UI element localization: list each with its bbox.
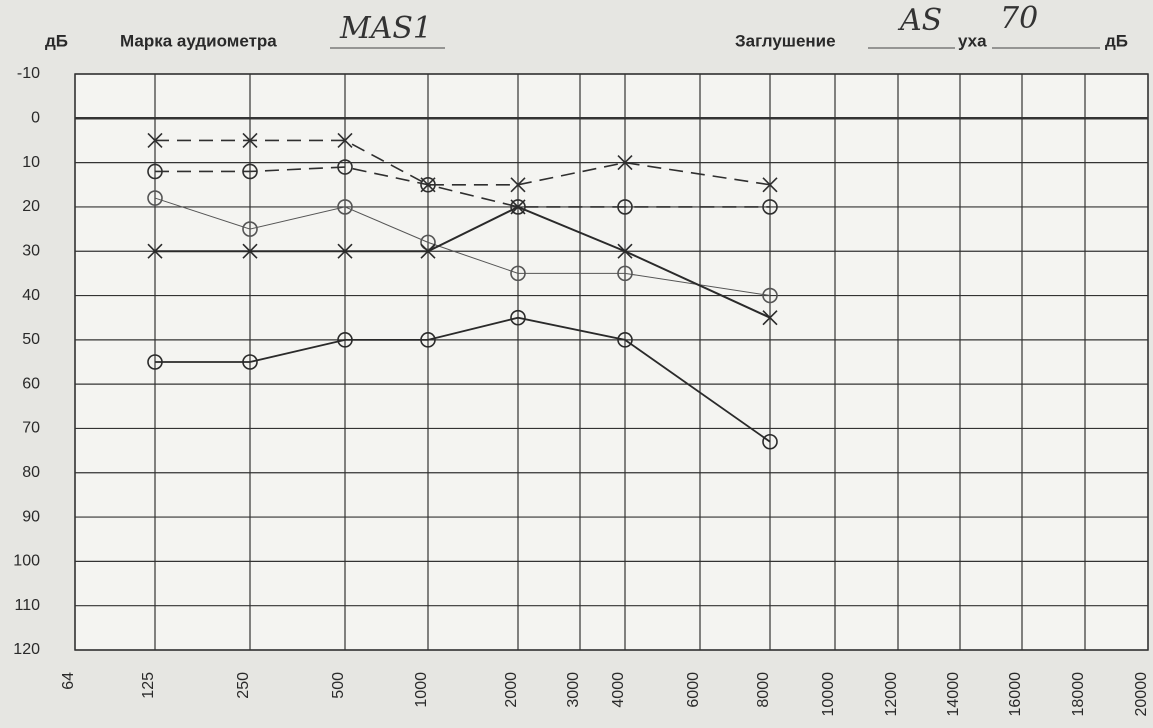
y-tick-label: -10 (17, 65, 40, 82)
audiometer-label: Марка аудиометра (120, 31, 277, 50)
x-tick-label: 125 (140, 672, 157, 699)
x-tick-label: 20000 (1133, 672, 1150, 717)
masking-value: AS (897, 3, 942, 38)
masking-unit: дБ (1105, 31, 1128, 50)
x-tick-label: 8000 (755, 672, 772, 708)
x-tick-label: 3000 (565, 672, 582, 708)
ear-value: 70 (1000, 1, 1038, 36)
ear-label: уха (958, 31, 987, 50)
y-tick-label: 10 (22, 154, 40, 171)
x-tick-label: 14000 (945, 672, 962, 717)
x-tick-label: 250 (235, 672, 252, 699)
x-tick-label: 4000 (610, 672, 627, 708)
plot-area: -10 0 10 20 30 40 50 60 70 80 90 100 110 120 64 125 250 5… (13, 65, 1150, 716)
x-tick-label: 18000 (1070, 672, 1087, 717)
y-tick-label: 110 (14, 597, 40, 614)
x-tick-label: 64 (60, 672, 77, 690)
audiometer-value: MAS1 (339, 11, 432, 46)
y-tick-label: 40 (22, 287, 40, 304)
y-tick-label: 20 (22, 198, 40, 215)
y-tick-label: 50 (22, 331, 40, 348)
y-tick-label: 120 (13, 641, 40, 658)
y-tick-label: 90 (22, 508, 40, 525)
y-tick-label: 30 (22, 242, 40, 259)
y-tick-label: 80 (22, 464, 40, 481)
x-tick-label: 2000 (503, 672, 520, 708)
y-unit: дБ (45, 31, 68, 50)
y-tick-label: 100 (13, 553, 40, 570)
masking-label: Заглушение (735, 31, 836, 50)
audiogram: дБ Марка аудиометра MAS1 Заглушение AS у… (0, 0, 1153, 728)
x-tick-label: 6000 (685, 672, 702, 708)
y-tick-label: 60 (22, 375, 40, 392)
y-tick-label: 70 (22, 420, 40, 437)
x-tick-label: 16000 (1007, 672, 1024, 717)
x-tick-label: 500 (330, 672, 347, 699)
x-tick-label: 1000 (413, 672, 430, 708)
x-tick-label: 12000 (883, 672, 900, 717)
x-tick-label: 10000 (820, 672, 837, 717)
y-tick-label: 0 (31, 110, 40, 127)
